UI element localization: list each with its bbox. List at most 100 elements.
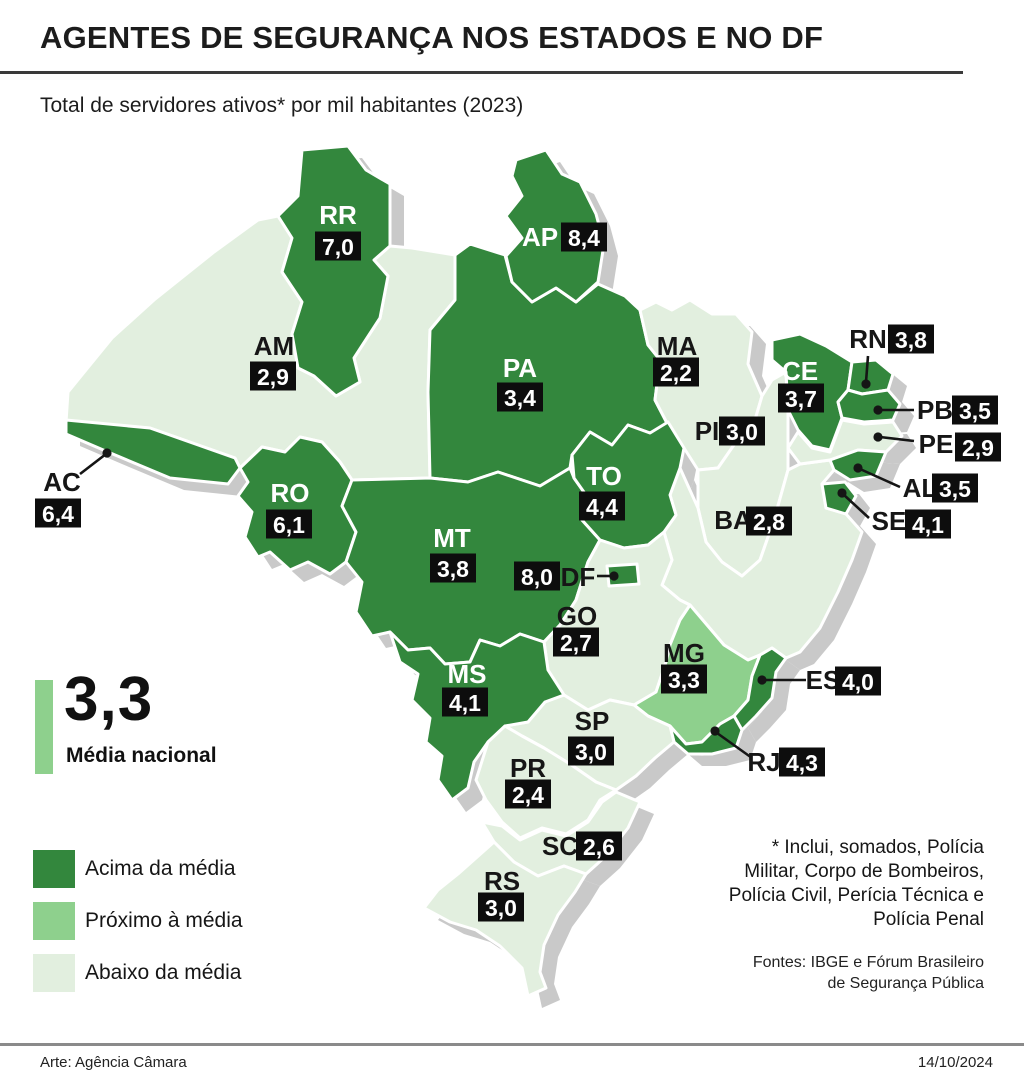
state-label-RR: RR (319, 200, 357, 230)
state-label-RS: RS (484, 866, 520, 896)
state-value-MG: 3,3 (668, 667, 700, 693)
state-label-AL: AL (903, 473, 938, 503)
legend-swatch-below (33, 954, 75, 992)
leader-dot-PE (873, 432, 883, 442)
state-DF (605, 562, 641, 588)
state-label-AP: AP (522, 222, 558, 252)
state-value-badge-MA (653, 357, 699, 387)
state-value-badge-MG (661, 664, 707, 694)
leader-dot-PB (873, 405, 883, 415)
state-value-badge-MS (442, 687, 488, 717)
state-value-badge-AC (35, 498, 81, 528)
state-value-badge-AL (932, 473, 978, 503)
state-value-badge-BA (746, 506, 792, 536)
leader-line-AL (859, 467, 901, 489)
leader-line-AC (79, 452, 107, 476)
state-value-RN: 3,8 (895, 327, 927, 353)
sources-line: de Segurança Pública (827, 975, 984, 992)
footer-date: 14/10/2024 (917, 1054, 993, 1071)
state-label-RJ: RJ (747, 747, 780, 777)
state-value-badge-SC (576, 831, 622, 861)
state-value-badge-DF (514, 561, 560, 591)
state-label-GO: GO (557, 601, 597, 631)
state-value-GO: 2,7 (560, 630, 592, 656)
state-value-PE: 2,9 (962, 435, 994, 461)
state-PB (836, 388, 902, 424)
state-label-RO: RO (271, 478, 310, 508)
leader-dot-AC (102, 448, 112, 458)
state-label-MS: MS (448, 659, 487, 689)
state-label-PB: PB (917, 395, 953, 425)
state-value-badge-PR (505, 779, 551, 809)
state-value-DF: 8,0 (521, 564, 553, 590)
leader-line-RN (864, 355, 870, 383)
national-average-value: 3,3 (64, 665, 154, 734)
state-value-PI: 3,0 (726, 419, 758, 445)
footer-divider (0, 1043, 1024, 1046)
state-RJ (668, 714, 744, 756)
state-value-badge-PE (955, 432, 1001, 462)
state-value-badge-TO (579, 491, 625, 521)
state-label-MG: MG (663, 638, 705, 668)
state-label-BA: BA (714, 505, 752, 535)
state-value-SE: 4,1 (912, 512, 944, 538)
state-value-badge-ES (835, 666, 881, 696)
footnote: * Inclui, somados, Polícia Militar, Corp… (624, 836, 984, 932)
state-value-badge-AP (561, 222, 607, 252)
state-value-RS: 3,0 (485, 895, 517, 921)
state-RO (236, 435, 358, 576)
state-value-MA: 2,2 (660, 360, 692, 386)
state-label-SP: SP (575, 706, 610, 736)
national-average-bar (35, 680, 53, 774)
state-label-RN: RN (849, 324, 887, 354)
state-value-badge-PB (952, 395, 998, 425)
state-value-badge-CE (778, 383, 824, 413)
state-label-TO: TO (586, 461, 622, 491)
state-label-PE: PE (919, 429, 954, 459)
page-subtitle: Total de servidores ativos* por mil habi… (40, 94, 524, 117)
state-value-badge-GO (553, 627, 599, 657)
sources-line: Fontes: IBGE e Fórum Brasileiro (752, 954, 984, 971)
state-label-MT: MT (433, 523, 471, 553)
state-value-badge-PA (497, 382, 543, 412)
leader-dot-ES (757, 675, 767, 685)
state-value-MT: 3,8 (437, 556, 469, 582)
state-label-PR: PR (510, 753, 546, 783)
state-value-PA: 3,4 (504, 385, 536, 411)
state-value-RR: 7,0 (322, 234, 354, 260)
sources: Fontes: IBGE e Fórum Brasileiro de Segur… (624, 952, 984, 994)
state-SE (820, 480, 858, 516)
state-value-TO: 4,4 (586, 494, 618, 520)
state-AP (504, 148, 606, 304)
state-value-PB: 3,5 (959, 398, 991, 424)
leader-line-RJ (716, 731, 753, 760)
state-value-badge-RS (478, 892, 524, 922)
state-value-BA: 2,8 (753, 509, 785, 535)
leader-dot-SE (837, 488, 847, 498)
state-label-ES: ES (806, 665, 841, 695)
state-ES (732, 646, 788, 732)
leader-dot-RN (861, 379, 871, 389)
page-title: AGENTES DE SEGURANÇA NOS ESTADOS E NO DF (40, 20, 824, 55)
title-divider (0, 71, 963, 74)
state-value-badge-AM (250, 361, 296, 391)
state-label-AM: AM (254, 331, 294, 361)
state-label-DF: DF (561, 562, 596, 592)
state-RR (276, 144, 392, 398)
state-value-badge-MT (430, 553, 476, 583)
state-value-MS: 4,1 (449, 690, 481, 716)
state-value-badge-SE (905, 509, 951, 539)
state-AC (64, 418, 242, 486)
legend-label-below: Abaixo da média (85, 961, 242, 984)
state-label-MA: MA (657, 331, 698, 361)
footer-credit: Arte: Agência Câmara (40, 1054, 187, 1071)
leader-line-PE (879, 435, 915, 443)
legend-swatch-near (33, 902, 75, 940)
legend-label-near: Próximo à média (85, 909, 243, 932)
leader-line-SE (843, 494, 870, 519)
state-value-badge-RJ (779, 747, 825, 777)
